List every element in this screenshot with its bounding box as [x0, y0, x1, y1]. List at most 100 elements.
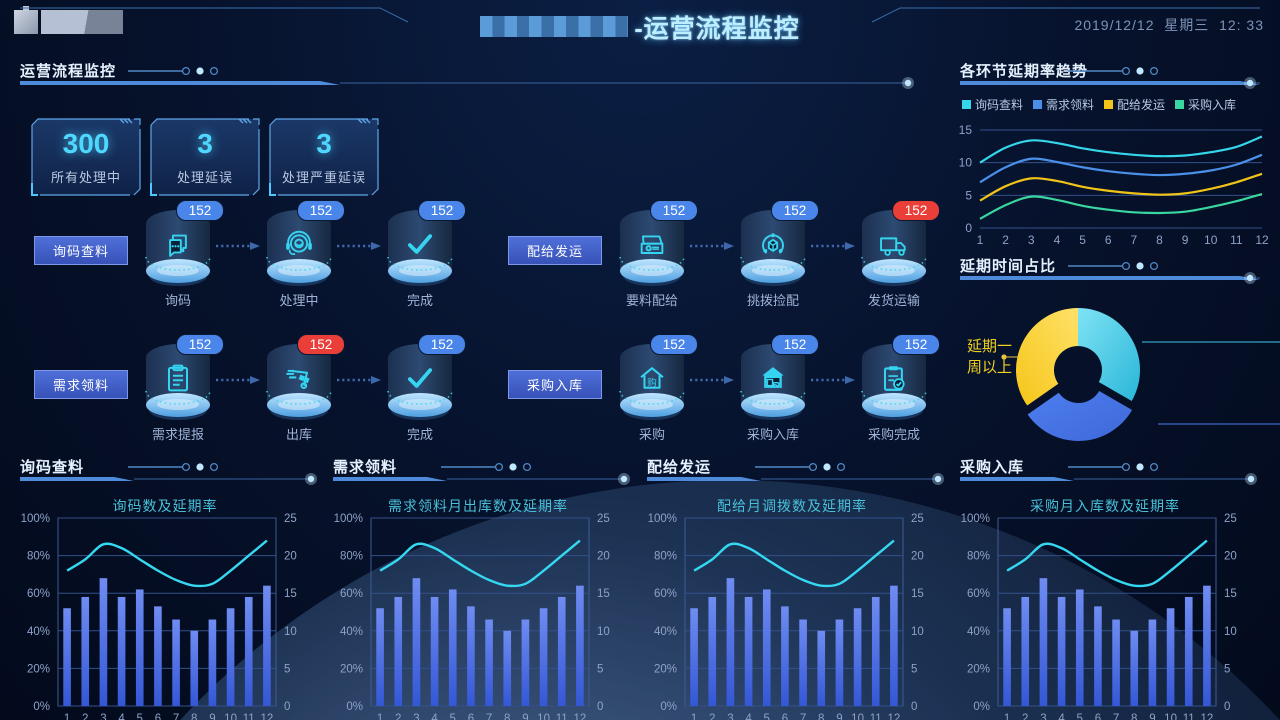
svg-text:20: 20	[284, 551, 297, 563]
svg-text:80%: 80%	[967, 551, 990, 563]
svg-text:2: 2	[1022, 713, 1028, 720]
svg-text:3: 3	[1040, 713, 1046, 720]
svg-text:12: 12	[1201, 713, 1214, 720]
svg-text:4: 4	[431, 713, 438, 720]
svg-text:100%: 100%	[648, 513, 677, 525]
svg-text:11: 11	[556, 713, 568, 720]
svg-text:60%: 60%	[654, 588, 677, 600]
svg-text:5: 5	[284, 663, 290, 675]
svg-text:10: 10	[597, 626, 610, 638]
svg-text:10: 10	[1164, 713, 1177, 720]
svg-text:1: 1	[1004, 713, 1010, 720]
svg-text:1: 1	[377, 713, 383, 720]
svg-text:7: 7	[1130, 233, 1137, 247]
svg-text:20%: 20%	[967, 663, 990, 675]
svg-text:5: 5	[450, 713, 456, 720]
svg-text:9: 9	[836, 713, 842, 720]
svg-text:6: 6	[782, 713, 788, 720]
svg-text:购: 购	[647, 377, 657, 389]
svg-text:3: 3	[100, 713, 106, 720]
svg-text:10: 10	[959, 156, 973, 170]
svg-text:100%: 100%	[21, 513, 50, 525]
svg-text:5: 5	[1079, 233, 1086, 247]
svg-text:5: 5	[1077, 713, 1083, 720]
svg-text:9: 9	[1149, 713, 1155, 720]
svg-text:5: 5	[764, 713, 770, 720]
svg-text:80%: 80%	[27, 551, 50, 563]
svg-text:9: 9	[209, 713, 215, 720]
svg-text:25: 25	[1224, 513, 1237, 525]
svg-text:0%: 0%	[33, 701, 50, 713]
svg-text:3: 3	[413, 713, 419, 720]
svg-text:25: 25	[597, 513, 610, 525]
svg-text:25: 25	[284, 513, 297, 525]
svg-text:11: 11	[870, 713, 882, 720]
svg-text:9: 9	[1182, 233, 1189, 247]
svg-text:60%: 60%	[967, 588, 990, 600]
svg-text:8: 8	[1131, 713, 1137, 720]
svg-text:15: 15	[1224, 588, 1237, 600]
svg-text:3: 3	[727, 713, 733, 720]
svg-text:7: 7	[173, 713, 179, 720]
svg-text:7: 7	[1113, 713, 1119, 720]
svg-text:0: 0	[597, 701, 603, 713]
svg-text:12: 12	[574, 713, 587, 720]
svg-text:20%: 20%	[340, 663, 363, 675]
svg-text:5: 5	[597, 663, 603, 675]
svg-text:2: 2	[82, 713, 88, 720]
svg-text:10: 10	[1224, 626, 1237, 638]
svg-text:20%: 20%	[654, 663, 677, 675]
svg-text:15: 15	[911, 588, 924, 600]
svg-text:6: 6	[468, 713, 474, 720]
svg-text:1: 1	[64, 713, 70, 720]
svg-text:40%: 40%	[340, 626, 363, 638]
svg-text:8: 8	[818, 713, 824, 720]
svg-text:2: 2	[395, 713, 401, 720]
svg-text:20: 20	[911, 551, 924, 563]
svg-text:4: 4	[745, 713, 752, 720]
svg-text:6: 6	[1105, 233, 1112, 247]
svg-text:100%: 100%	[334, 513, 363, 525]
svg-text:10: 10	[224, 713, 237, 720]
svg-text:10: 10	[911, 626, 924, 638]
svg-text:8: 8	[504, 713, 510, 720]
svg-text:11: 11	[1183, 713, 1195, 720]
svg-text:0%: 0%	[660, 701, 677, 713]
svg-text:11: 11	[243, 713, 255, 720]
svg-text:4: 4	[118, 713, 125, 720]
svg-text:0: 0	[284, 701, 290, 713]
svg-text:80%: 80%	[340, 551, 363, 563]
svg-text:4: 4	[1058, 713, 1065, 720]
svg-text:12: 12	[261, 713, 274, 720]
svg-text:60%: 60%	[340, 588, 363, 600]
svg-text:7: 7	[486, 713, 492, 720]
svg-text:5: 5	[137, 713, 143, 720]
svg-text:0%: 0%	[973, 701, 990, 713]
svg-text:20: 20	[1224, 551, 1237, 563]
svg-text:10: 10	[851, 713, 864, 720]
svg-text:40%: 40%	[27, 626, 50, 638]
svg-text:0%: 0%	[346, 701, 363, 713]
svg-text:20: 20	[597, 551, 610, 563]
svg-text:0: 0	[911, 701, 917, 713]
svg-text:6: 6	[155, 713, 161, 720]
svg-text:40%: 40%	[967, 626, 990, 638]
svg-text:5: 5	[965, 188, 972, 202]
svg-text:12: 12	[1255, 233, 1269, 247]
svg-text:11: 11	[1230, 233, 1243, 247]
svg-text:10: 10	[537, 713, 550, 720]
svg-text:0: 0	[1224, 701, 1230, 713]
svg-text:3: 3	[1028, 233, 1035, 247]
svg-text:15: 15	[597, 588, 610, 600]
svg-text:2: 2	[1002, 233, 1009, 247]
svg-text:5: 5	[1224, 663, 1230, 675]
svg-text:1: 1	[691, 713, 697, 720]
svg-text:15: 15	[284, 588, 297, 600]
svg-text:7: 7	[800, 713, 806, 720]
svg-text:6: 6	[1095, 713, 1101, 720]
svg-text:8: 8	[1156, 233, 1163, 247]
svg-text:4: 4	[1054, 233, 1061, 247]
svg-text:60%: 60%	[27, 588, 50, 600]
svg-text:2: 2	[709, 713, 715, 720]
svg-text:10: 10	[1204, 233, 1218, 247]
